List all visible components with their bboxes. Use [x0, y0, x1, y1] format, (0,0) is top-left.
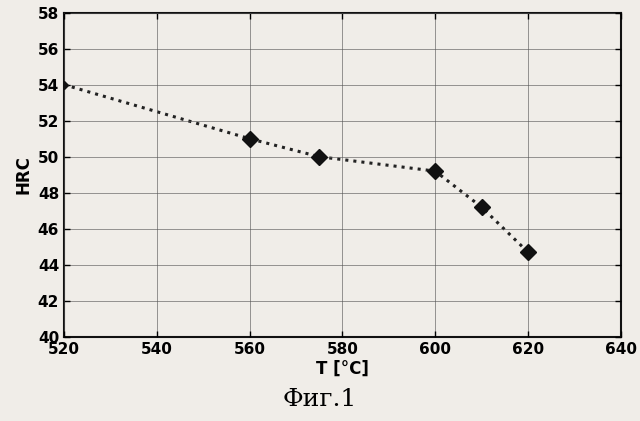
Y-axis label: HRC: HRC [14, 155, 32, 194]
Text: Фиг.1: Фиг.1 [283, 389, 357, 411]
X-axis label: T [°C]: T [°C] [316, 360, 369, 378]
